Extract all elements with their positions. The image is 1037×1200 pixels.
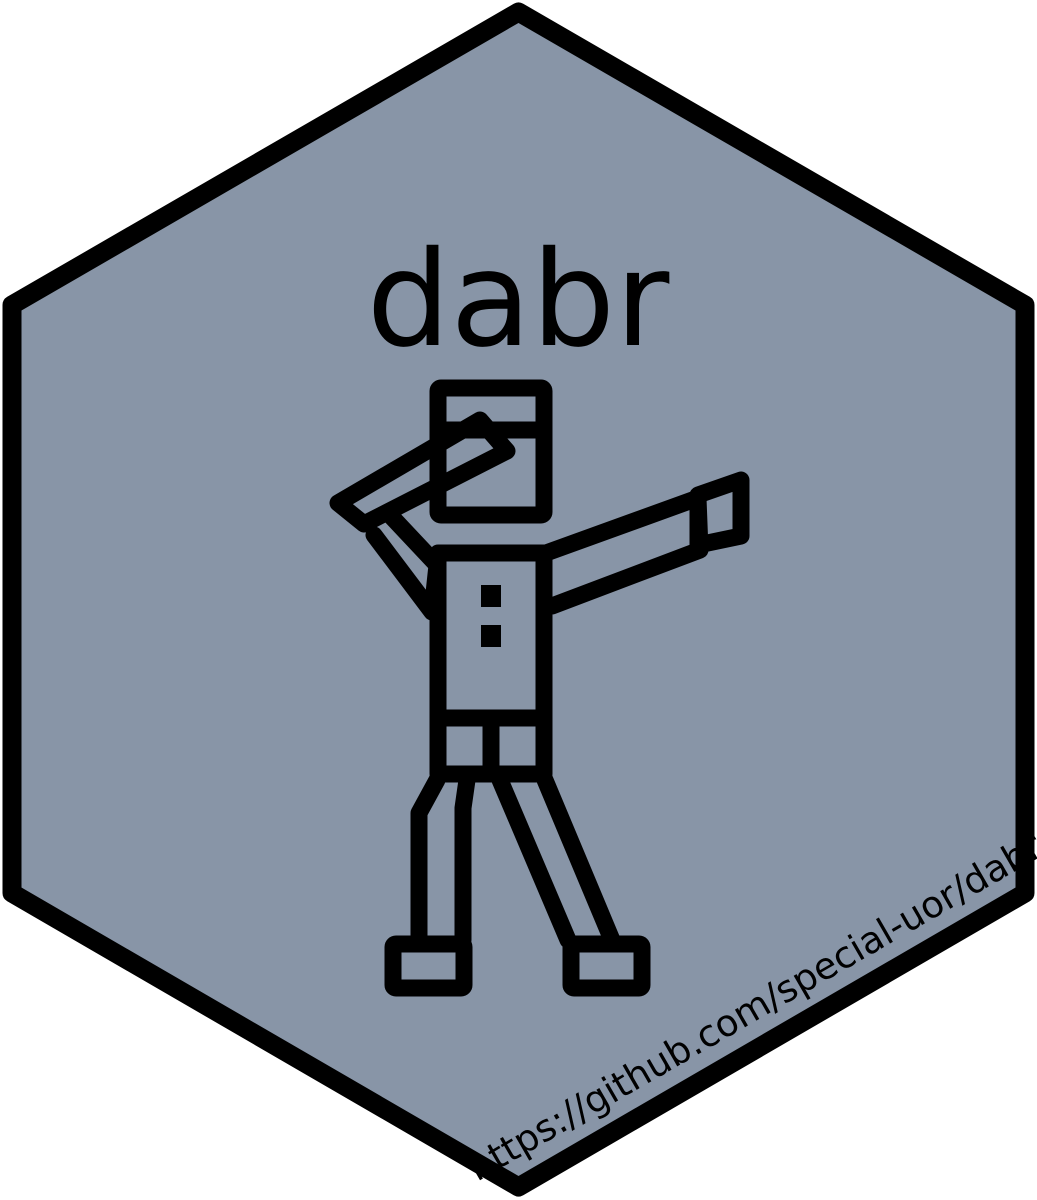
package-title: dabr: [367, 223, 670, 377]
chest-buttons: [481, 585, 501, 647]
dabbing-figure-icon: [329, 379, 750, 997]
